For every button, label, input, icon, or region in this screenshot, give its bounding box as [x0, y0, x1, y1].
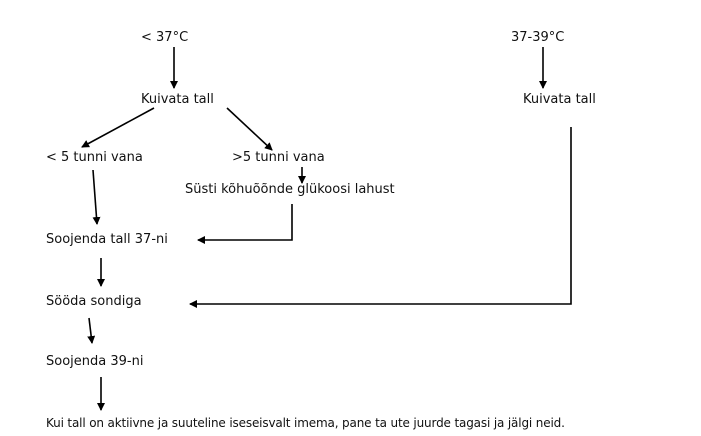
node-warm-to-39: Soojenda 39-ni — [46, 354, 144, 369]
node-inject-glucose: Süsti kõhuõõnde glükoosi lahust — [185, 182, 395, 197]
arrow-dry-to-over5 — [226, 107, 273, 151]
arrow-dry-to-under5 — [81, 107, 155, 148]
node-under-5-hours: < 5 tunni vana — [46, 150, 143, 165]
node-tube-feed: Sööda sondiga — [46, 294, 142, 309]
node-final-instruction: Kui tall on aktiivne ja suuteline isesei… — [46, 416, 565, 430]
node-below-37: < 37°C — [141, 30, 189, 45]
arrow-inject-to-warm37 — [197, 204, 293, 244]
arrow-feed-to-warm39 — [87, 317, 96, 344]
arrow-right-dry-to-feed — [189, 127, 572, 308]
arrow-under5-to-warm37 — [92, 169, 101, 225]
node-37-39: 37-39°C — [511, 30, 565, 45]
node-warm-to-37: Soojenda tall 37-ni — [46, 232, 168, 247]
node-dry-lamb-right: Kuivata tall — [523, 92, 596, 107]
node-dry-lamb-left: Kuivata tall — [141, 92, 214, 107]
node-over-5-hours: >5 tunni vana — [232, 150, 325, 165]
